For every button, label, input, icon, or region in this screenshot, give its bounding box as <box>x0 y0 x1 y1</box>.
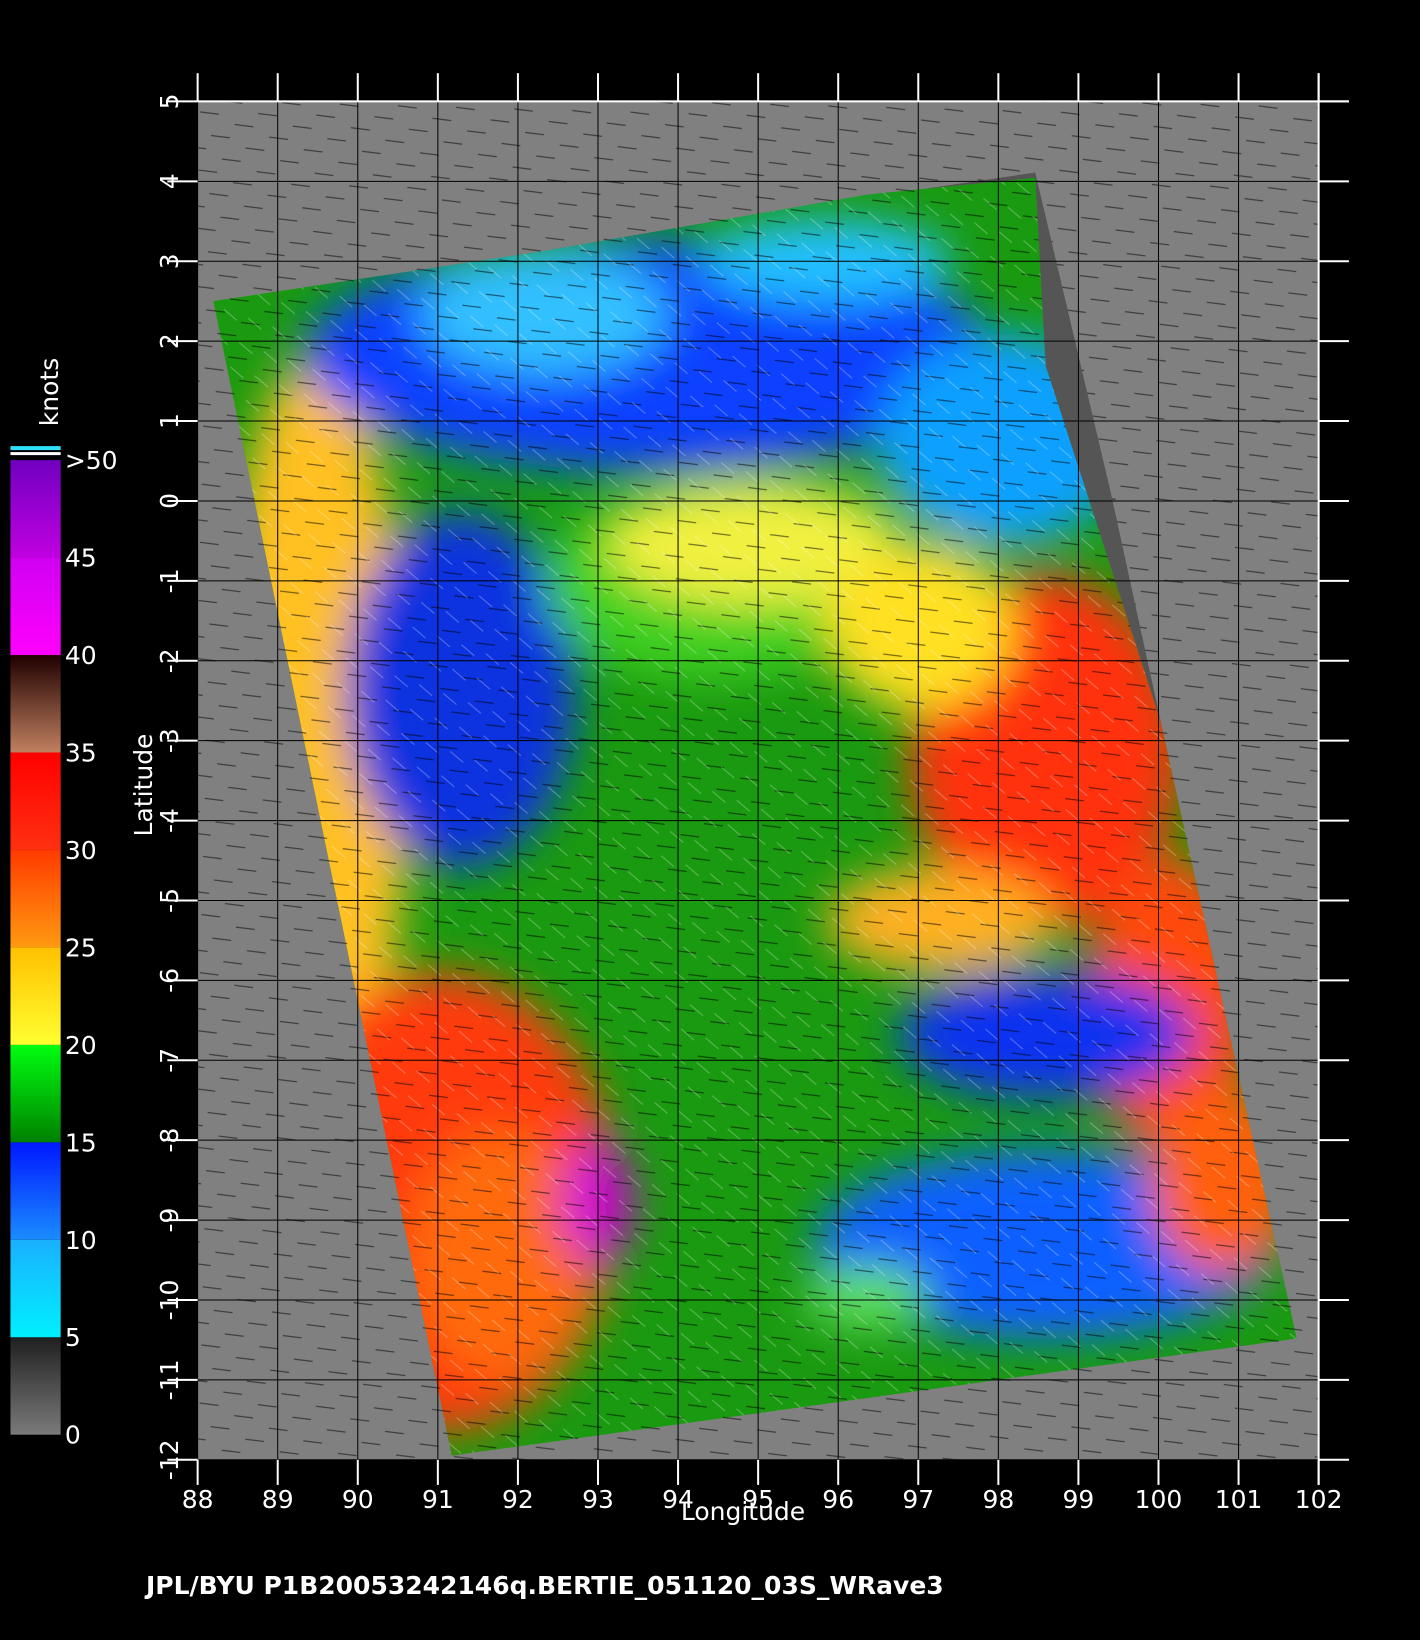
y-tick-label: 2 <box>155 333 184 349</box>
colorbar-tick-label: 40 <box>65 641 97 670</box>
x-tick-label: 90 <box>342 1485 374 1514</box>
x-axis-label: Longitude <box>681 1497 805 1526</box>
colorbar-title: knots <box>35 358 64 426</box>
x-tick-label: 100 <box>1135 1485 1183 1514</box>
colorbar-tick-label: 0 <box>65 1421 81 1450</box>
x-tick-label: 95 <box>742 1485 774 1514</box>
ticks: 88 89 90 91 92 93 94 95 96 97 98 99 100 101 102-12-11-… <box>155 73 1349 1514</box>
y-axis-label: Latitude <box>129 734 158 837</box>
colorbar-tick-label: 35 <box>65 738 97 767</box>
colorbar-segment <box>10 947 61 1045</box>
y-tick-label: -9 <box>155 1208 184 1233</box>
colorbar-segment <box>10 655 61 753</box>
x-tick-label: 97 <box>902 1485 934 1514</box>
colorbar-tick-label: 5 <box>65 1323 81 1352</box>
y-tick-label: 1 <box>155 413 184 429</box>
y-tick-label: -2 <box>155 648 184 673</box>
y-tick-label: -4 <box>155 808 184 833</box>
y-tick-label: 5 <box>155 93 184 109</box>
colorbar-tick-label: 25 <box>65 933 97 962</box>
y-tick-label: -8 <box>155 1128 184 1153</box>
y-tick-label: -1 <box>155 568 184 593</box>
y-tick-label: 0 <box>155 493 184 509</box>
colorbar-segment <box>10 1337 61 1435</box>
colorbar-cap <box>10 446 61 451</box>
colorbar-segment <box>10 557 61 656</box>
grid <box>197 100 1320 1461</box>
colorbar-tick-label: 10 <box>65 1226 97 1255</box>
y-tick-label: 4 <box>155 173 184 189</box>
y-tick-label: -3 <box>155 728 184 753</box>
x-tick-label: 101 <box>1215 1485 1263 1514</box>
y-tick-label: -6 <box>155 968 184 993</box>
footer: JPL/BYU P1B20053242146q.BERTIE_051120_03… <box>144 1571 944 1600</box>
colorbar-cap <box>10 452 61 456</box>
x-tick-label: 88 <box>182 1485 214 1514</box>
x-tick-label: 99 <box>1063 1485 1095 1514</box>
colorbar-segment <box>10 460 61 558</box>
y-tick-label: -11 <box>155 1359 184 1400</box>
colorbar-segment <box>10 752 61 850</box>
y-tick-label: -10 <box>155 1280 184 1321</box>
colorbar-tick-label: 45 <box>65 544 97 573</box>
x-tick-label: 92 <box>502 1485 534 1514</box>
colorbar-segment <box>10 1044 61 1143</box>
y-tick-label: 3 <box>155 253 184 269</box>
x-tick-label: 93 <box>582 1485 614 1514</box>
x-tick-label: 94 <box>662 1485 694 1514</box>
colorbar-segment <box>10 1142 61 1240</box>
y-tick-label: -12 <box>155 1439 184 1480</box>
x-tick-label: 98 <box>982 1485 1014 1514</box>
x-tick-label: 102 <box>1295 1485 1343 1514</box>
x-tick-label: 96 <box>822 1485 854 1514</box>
colorbar-tick-label: 30 <box>65 836 97 865</box>
colorbar-tick-label: 15 <box>65 1128 97 1157</box>
y-tick-label: -5 <box>155 888 184 913</box>
colorbar-tick-label: >50 <box>65 446 118 475</box>
colorbar-segment <box>10 1239 61 1338</box>
colorbar-segment <box>10 849 61 948</box>
colorbar: 0 5 10 15 20 25 30 35 40 45 >50 <box>10 446 118 1450</box>
colorbar-tick-label: 20 <box>65 1031 97 1060</box>
y-tick-label: -7 <box>155 1048 184 1073</box>
x-tick-label: 89 <box>262 1485 294 1514</box>
x-tick-label: 91 <box>422 1485 454 1514</box>
